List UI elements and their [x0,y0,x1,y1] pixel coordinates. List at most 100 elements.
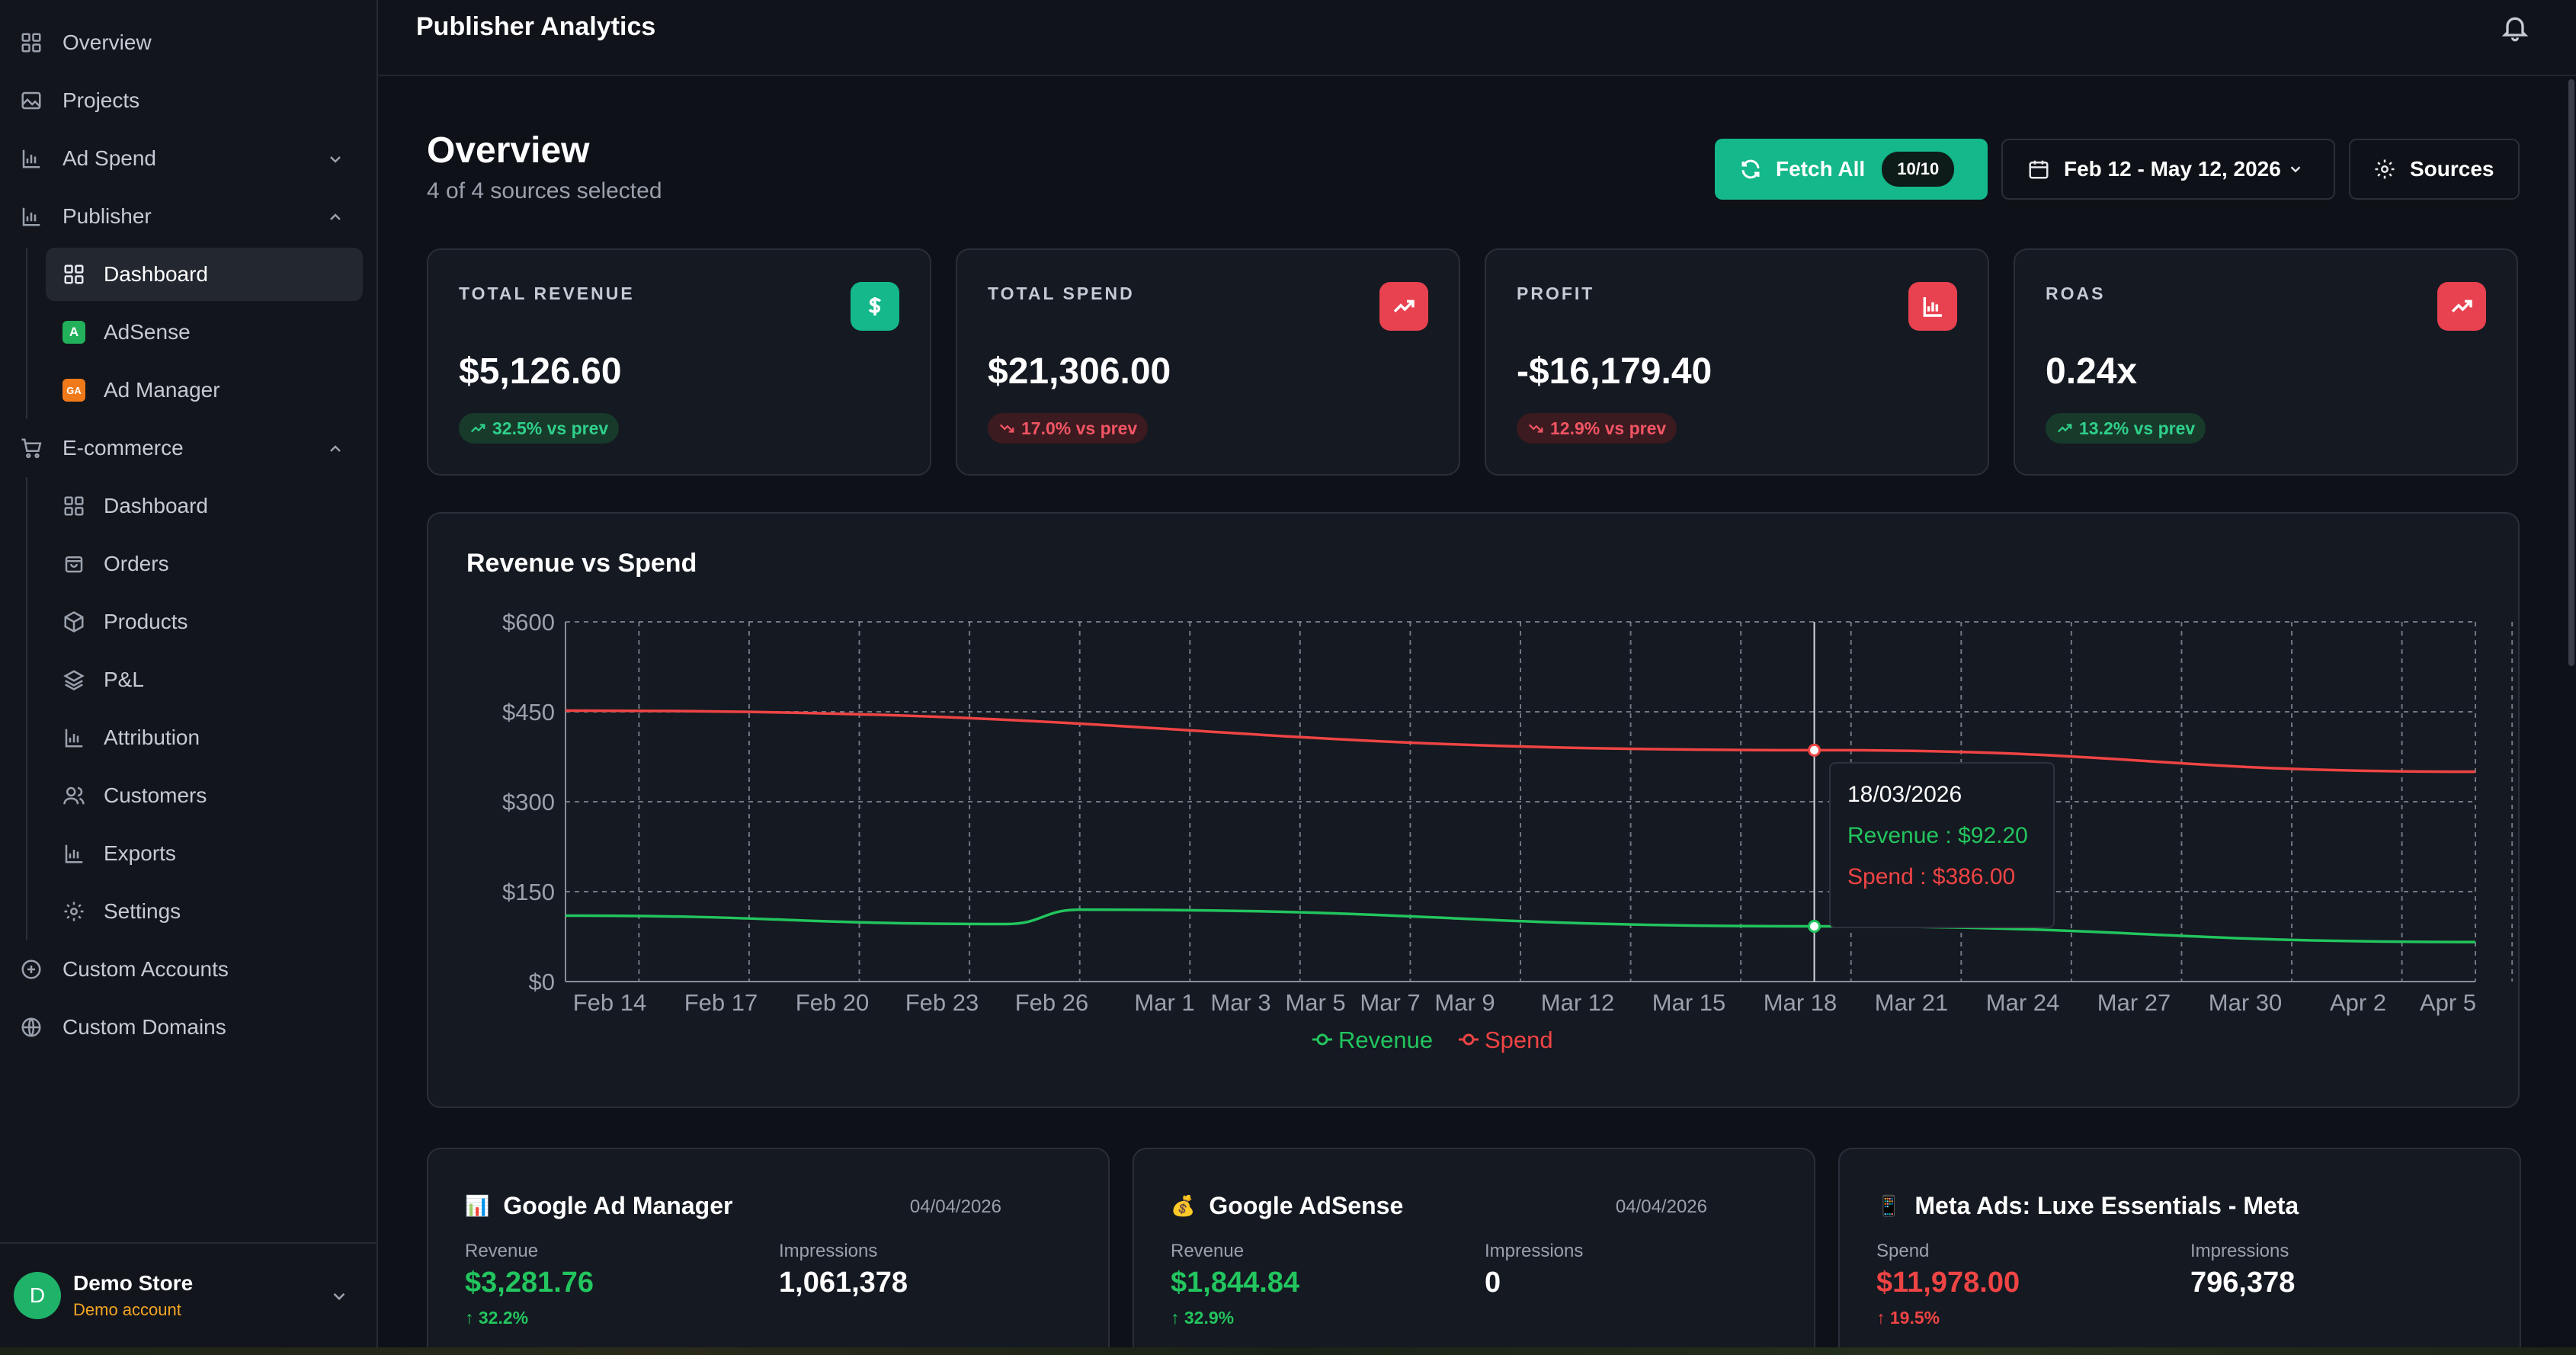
sidebar-item-ecommerce[interactable]: E-commerce [0,419,376,477]
sidebar-item-customers[interactable]: Customers [46,767,376,825]
bar-chart-icon [20,205,43,228]
sidebar-item-pnl[interactable]: P&L [46,651,376,709]
sidebar-item-label: Publisher [62,204,152,228]
sidebar-item-label: Settings [104,899,181,923]
revenue-vs-spend-chart: Revenue vs Spend $0 $150 $300 $450 $600 Feb 1… [427,512,2520,1108]
sidebar-item-custom-accounts[interactable]: Custom Accounts [0,940,376,998]
date-range-label: Feb 12 - May 12, 2026 [2064,157,2281,181]
sidebar-item-label: Products [104,610,188,633]
fetch-all-button[interactable]: Fetch All 10/10 [1715,139,1988,200]
users-icon [62,784,85,807]
sidebar-item-orders[interactable]: Orders [46,535,376,593]
sidebar-item-settings[interactable]: Settings [46,883,376,940]
x-tick-label: Mar 24 [1986,989,2059,1016]
trending-up-icon [1379,282,1428,331]
chevron-down-icon[interactable] [329,1286,349,1306]
sidebar-item-publisher[interactable]: Publisher [0,187,376,245]
x-tick-label: Apr 5 [2420,989,2476,1016]
x-tick-label: Mar 3 [1210,989,1270,1016]
page-title: Publisher Analytics [416,11,656,41]
sidebar-item-products[interactable]: Products [46,593,376,651]
metric-value: 0 [1485,1267,1501,1299]
kpi-value: 0.24x [2046,351,2138,392]
sidebar-item-ecommerce-dashboard[interactable]: Dashboard [46,477,376,535]
sidebar-nav: Overview Projects Ad Spend Publisher Das… [0,0,376,1056]
metric-value: $3,281.76 [465,1267,594,1299]
date-range-picker[interactable]: Feb 12 - May 12, 2026 [2001,139,2335,200]
source-date: 04/04/2026 [909,1196,1001,1217]
bar-chart-icon [1908,282,1957,331]
bell-icon[interactable] [2500,12,2530,43]
sidebar-item-ad-spend[interactable]: Ad Spend [0,130,376,187]
y-tick-label: $600 [502,609,555,636]
sidebar-item-adsense[interactable]: A AdSense [46,303,376,361]
x-tick-label: Feb 26 [1015,989,1089,1016]
ecommerce-submenu: Dashboard Orders Products P&L Attributio… [26,477,376,940]
overview-title: Overview [427,130,590,171]
metric-label: Revenue [1171,1241,1245,1261]
sidebar-item-label: Dashboard [104,494,208,517]
money-bag-emoji-icon: 💰 [1171,1194,1196,1217]
kpi-delta-badge: 12.9% vs prev [1517,413,1677,444]
sidebar-item-custom-domains[interactable]: Custom Domains [0,998,376,1056]
tooltip-spend: Spend : $386.00 [1847,864,2016,889]
account-name: Demo Store [73,1271,194,1295]
scrollbar-thumb[interactable] [2568,79,2574,666]
account-info: Demo Store Demo account [73,1271,193,1320]
source-card-google-ad-manager[interactable]: 📊 Google Ad Manager 04/04/2026 Revenue $3… [427,1148,1110,1355]
bag-icon [62,553,85,575]
bar-chart-icon [62,842,85,865]
source-card-google-adsense[interactable]: 💰 Google AdSense 04/04/2026 Revenue $1,84… [1133,1148,1815,1355]
account-switcher[interactable]: D Demo Store Demo account [0,1242,376,1347]
kpi-delta-badge: 32.5% vs prev [459,413,620,444]
source-card-meta-ads[interactable]: 📱 Meta Ads: Luxe Essentials - Meta Spend … [1838,1148,2521,1355]
x-tick-label: Mar 27 [2097,989,2171,1016]
chevron-up-icon[interactable] [326,207,344,226]
sources-button[interactable]: Sources [2349,139,2520,200]
legend-marker-icon [1463,1033,1475,1046]
chevron-down-icon[interactable] [326,149,344,168]
y-tick-label: $0 [529,969,555,995]
kpi-card-total-spend: TOTAL SPEND $21,306.00 17.0% vs prev [956,248,1460,476]
kpi-label: PROFIT [1517,283,1595,303]
bar-chart-icon [62,726,85,749]
account-subtitle: Demo account [73,1300,181,1319]
adsense-logo-icon: A [62,321,85,344]
chart-title: Revenue vs Spend [466,549,697,578]
sources-label: Sources [2410,157,2494,181]
hover-point-revenue [1808,919,1821,933]
sidebar-item-label: Attribution [104,726,200,749]
sidebar-item-label: Projects [62,88,140,112]
legend-marker-icon [1316,1033,1328,1046]
sidebar-item-projects[interactable]: Projects [0,72,376,130]
sidebar-item-publisher-dashboard[interactable]: Dashboard [46,248,363,301]
dollar-icon [851,282,899,331]
chevron-down-icon [2290,166,2301,173]
sidebar-item-label: AdSense [104,320,191,344]
sidebar-item-exports[interactable]: Exports [46,825,376,883]
sidebar-item-ad-manager[interactable]: GA Ad Manager [46,361,376,419]
trending-down-icon [1528,424,1543,433]
line-chart[interactable]: $0 $150 $300 $450 $600 Feb 14 Feb 17 Feb 20 Feb … [428,514,2521,1110]
chart-emoji-icon: 📊 [465,1194,490,1217]
kpi-card-profit: PROFIT -$16,179.40 12.9% vs prev [1485,248,1989,476]
metric-value: $11,978.00 [1876,1267,2020,1299]
grid-icon [62,263,85,286]
x-tick-label: Mar 30 [2209,989,2282,1016]
x-tick-label: Feb 17 [684,989,758,1016]
publisher-submenu: Dashboard A AdSense GA Ad Manager [26,248,376,419]
sidebar-item-label: Customers [104,783,207,807]
gear-icon [2375,159,2395,179]
chevron-up-icon[interactable] [326,439,344,457]
kpi-card-roas: ROAS 0.24x 13.2% vs prev [2014,248,2518,476]
sidebar-item-overview[interactable]: Overview [0,14,376,72]
metric-delta: ↑ 32.2% [465,1308,529,1328]
kpi-label: TOTAL REVENUE [459,283,635,303]
y-tick-label: $150 [502,879,555,905]
source-name: 📊 Google Ad Manager [465,1192,733,1219]
kpi-label: TOTAL SPEND [988,283,1135,303]
kpi-delta-badge: 17.0% vs prev [988,413,1149,444]
sidebar-item-attribution[interactable]: Attribution [46,709,376,767]
sidebar-item-label: Dashboard [104,262,208,286]
cart-icon [20,437,43,460]
